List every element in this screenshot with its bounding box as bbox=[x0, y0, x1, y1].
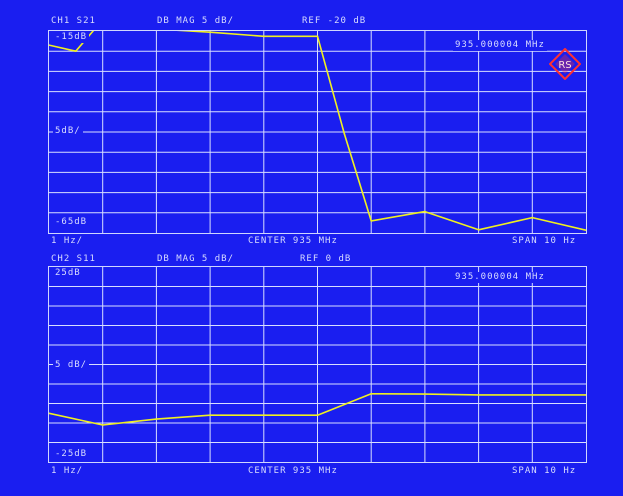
ch1-scale-per-div-label: 5dB/ bbox=[53, 126, 83, 137]
ch1-channel-label: CH1 S21 bbox=[51, 16, 96, 26]
trace-point bbox=[531, 216, 534, 219]
ch2-scale-per-div-label: 5 dB/ bbox=[53, 360, 90, 371]
ch2-reference-label: REF 0 dB bbox=[300, 254, 352, 264]
trace-point bbox=[209, 414, 211, 416]
ch1-center-frequency-label: CENTER 935 MHz bbox=[248, 236, 338, 246]
trace-point bbox=[343, 133, 346, 135]
ch2-trace-canvas bbox=[49, 267, 586, 462]
trace-point bbox=[424, 210, 426, 213]
ch1-reference-label: REF -20 dB bbox=[302, 16, 367, 26]
trace-point bbox=[585, 394, 586, 396]
trace-point bbox=[531, 394, 534, 396]
ch2-top-scale-label: 25dB bbox=[53, 268, 83, 279]
trace-point bbox=[316, 35, 319, 38]
ch1-hz-per-div-label: 1 Hz/ bbox=[51, 236, 84, 246]
trace-point bbox=[477, 394, 480, 396]
trace-point bbox=[49, 412, 50, 415]
trace-point bbox=[424, 393, 426, 395]
ch1-span-label: SPAN 10 Hz bbox=[512, 236, 577, 246]
trace-point bbox=[263, 35, 265, 38]
trace-point bbox=[370, 393, 373, 395]
ch2-center-frequency-label: CENTER 935 MHz bbox=[248, 466, 338, 476]
ch1-plot-area: -15dB 5dB/ -65dB 935.000004 MHz RS bbox=[48, 30, 587, 234]
svg-text:RS: RS bbox=[558, 60, 571, 71]
trace-point bbox=[477, 229, 480, 231]
ch2-channel-label: CH2 S11 bbox=[51, 254, 96, 264]
trace-point bbox=[316, 414, 319, 416]
ch1-bottom-scale-label: -65dB bbox=[53, 217, 90, 228]
ch1-format-label: DB MAG 5 dB/ bbox=[157, 16, 235, 26]
ch1-trace-canvas bbox=[49, 31, 586, 233]
ch2-plot-area: 25dB 5 dB/ -25dB 935.000004 MHz bbox=[48, 266, 587, 463]
trace-point bbox=[101, 424, 104, 426]
ch2-hz-per-div-label: 1 Hz/ bbox=[51, 466, 84, 476]
ch1-top-scale-label: -15dB bbox=[53, 32, 90, 43]
trace-point bbox=[49, 44, 50, 46]
trace-point bbox=[585, 229, 586, 231]
ch2-span-label: SPAN 10 Hz bbox=[512, 466, 577, 476]
ch1-marker-readout: 935.000004 MHz bbox=[453, 40, 547, 51]
trace-point bbox=[370, 220, 373, 222]
trace-point bbox=[75, 50, 77, 52]
ch2-format-label: DB MAG 5 dB/ bbox=[157, 254, 235, 264]
trace-point bbox=[209, 31, 211, 33]
trace-point bbox=[263, 414, 265, 416]
ch2-marker-readout: 935.000004 MHz bbox=[453, 272, 547, 283]
trace-point bbox=[155, 418, 158, 420]
ch2-bottom-scale-label: -25dB bbox=[53, 449, 90, 460]
